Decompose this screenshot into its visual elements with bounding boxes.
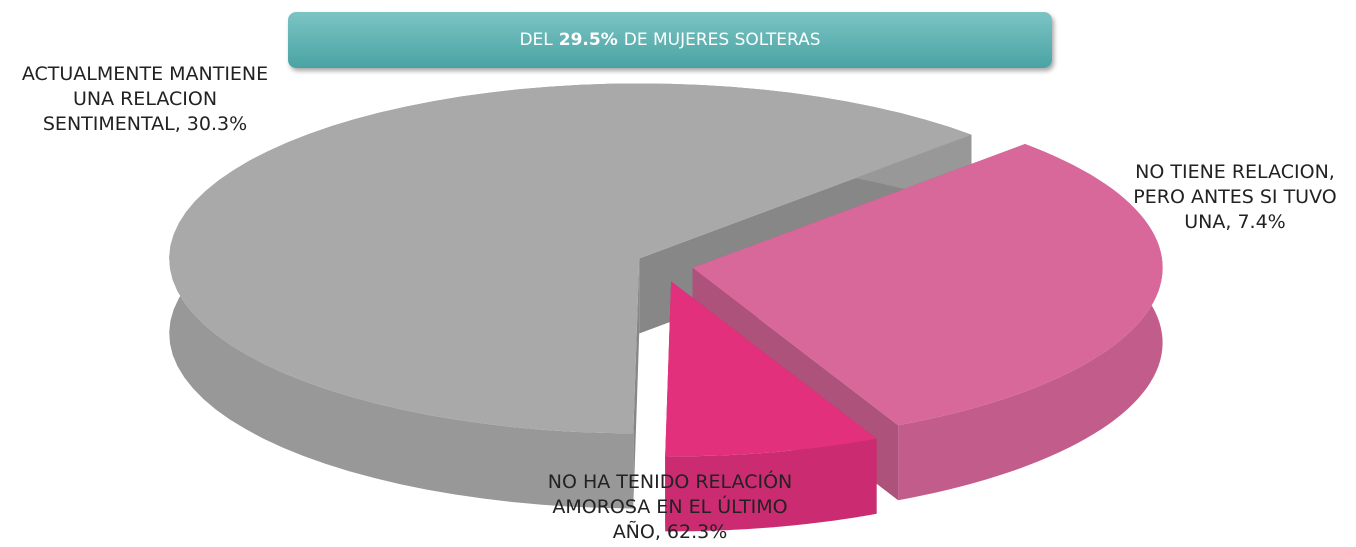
slice: [665, 281, 877, 457]
slice: [692, 144, 1163, 426]
title-banner: DEL 29.5% DE MUJERES SOLTERAS: [288, 12, 1052, 68]
title-text: DE MUJERES SOLTERAS: [623, 30, 821, 50]
title-text: DEL: [519, 30, 553, 50]
data-label: ACTUALMENTE MANTIENE UNA RELACION SENTIM…: [21, 63, 269, 135]
slice-wall: [665, 438, 877, 532]
slice: [169, 83, 972, 434]
data-label: NO TIENE RELACION, PERO ANTES SI TUVO UN…: [1133, 161, 1337, 233]
slice-side: [633, 258, 640, 509]
title-highlight: 29.5%: [558, 30, 618, 50]
data-label: NO HA TENIDO RELACIÓN AMOROSA EN EL ÚLTI…: [547, 471, 793, 543]
